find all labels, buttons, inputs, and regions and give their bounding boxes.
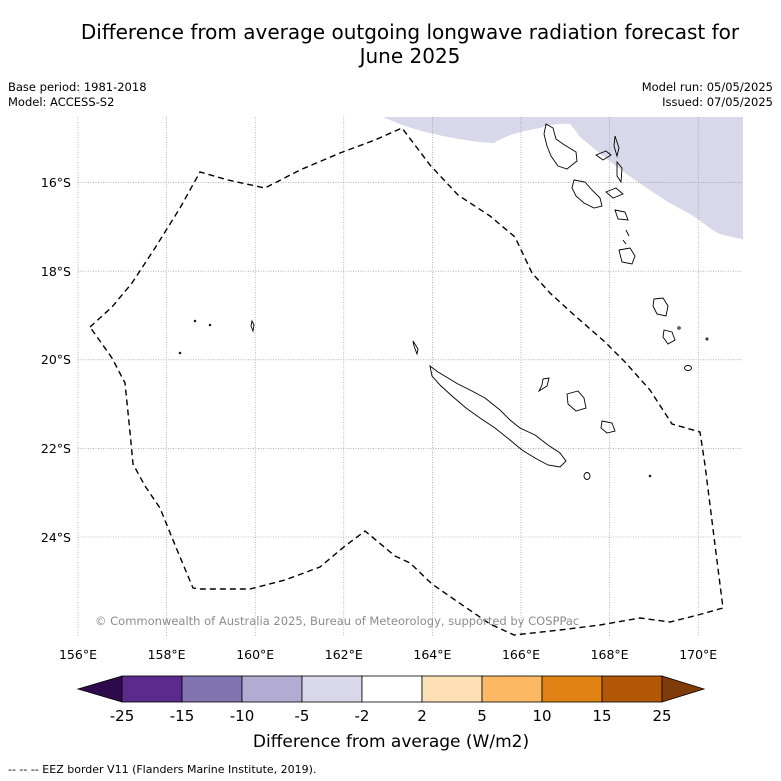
cb-tick-1: -25 <box>110 707 135 725</box>
colorbar-arrow-left <box>76 675 123 703</box>
cb-tick-8: 10 <box>532 707 551 725</box>
erromango <box>652 297 669 317</box>
chart-title: Difference from average outgoing longwav… <box>40 20 780 68</box>
colorbar-bin-5 <box>361 675 423 703</box>
aneityum <box>684 365 692 371</box>
colorbar: -25 -15 -10 -5 -2 2 5 10 15 25 Differenc… <box>76 675 706 752</box>
cb-tick-4: -5 <box>295 707 310 725</box>
x-tick-labels: 156°E 158°E 160°E 162°E 164°E 166°E 168°… <box>59 647 717 662</box>
x-tick-168: 168°E <box>591 647 629 662</box>
ambae <box>595 150 612 161</box>
reef-islet-3 <box>178 351 182 355</box>
epi <box>614 209 629 221</box>
chesterfield-reef <box>250 319 255 333</box>
colorbar-bin-3 <box>241 675 303 703</box>
y-tick-22: 22°S <box>41 441 71 456</box>
cb-tick-3: -10 <box>230 707 255 725</box>
colorbar-arrow-right <box>661 675 706 703</box>
colorbar-bin-9 <box>601 675 663 703</box>
new-caledonia-island <box>429 364 567 468</box>
y-tick-24: 24°S <box>41 530 71 545</box>
cb-tick-9: 15 <box>592 707 611 725</box>
colorbar-ticks: -25 -15 -10 -5 -2 2 5 10 15 25 <box>110 707 672 725</box>
small-islet-5 <box>648 474 652 478</box>
x-tick-160: 160°E <box>236 647 274 662</box>
colorbar-bin-7 <box>481 675 543 703</box>
efate <box>618 247 636 265</box>
small-islet-4 <box>705 337 709 341</box>
y-tick-16: 16°S <box>41 175 71 190</box>
cb-tick-5: -2 <box>355 707 370 725</box>
x-tick-162: 162°E <box>325 647 363 662</box>
meta-right: Model run: 05/05/2025 Issued: 07/05/2025 <box>642 80 773 110</box>
x-tick-158: 158°E <box>148 647 186 662</box>
issued-date: Issued: 07/05/2025 <box>662 95 773 109</box>
malekula <box>571 179 603 209</box>
x-tick-164: 164°E <box>413 647 451 662</box>
title-line-1: Difference from average outgoing longwav… <box>80 20 740 44</box>
belep-islet <box>412 340 419 356</box>
colorbar-bin-8 <box>541 675 603 703</box>
x-tick-166: 166°E <box>502 647 540 662</box>
colorbar-bin-1 <box>121 675 183 703</box>
isle-of-pines <box>583 472 591 480</box>
map-panel: © Commonwealth of Australia 2025, Bureau… <box>77 117 743 636</box>
y-tick-18: 18°S <box>41 264 71 279</box>
reef-islet-1 <box>193 319 197 323</box>
loyalty-ouvea <box>537 377 550 393</box>
colorbar-label: Difference from average (W/m2) <box>253 732 529 752</box>
small-islet-1 <box>625 229 630 237</box>
small-islet-3 <box>677 326 681 330</box>
cb-tick-2: -15 <box>170 707 195 725</box>
grid-lines <box>77 117 743 636</box>
y-tick-20: 20°S <box>41 352 71 367</box>
y-tick-labels: 16°S 18°S 20°S 22°S 24°S <box>41 175 71 545</box>
meta-left: Base period: 1981-2018 Model: ACCESS-S2 <box>8 80 147 110</box>
colorbar-bin-6 <box>421 675 483 703</box>
espiritu-santo <box>543 123 578 170</box>
pentecost <box>616 160 623 184</box>
x-tick-170: 170°E <box>679 647 717 662</box>
maewo <box>613 135 620 158</box>
model-run: Model run: 05/05/2025 <box>641 80 773 94</box>
anomaly-area <box>383 117 743 239</box>
colorbar-bin-4 <box>301 675 363 703</box>
eez-footnote: -- -- -- EEZ border V11 (Flanders Marine… <box>8 763 317 776</box>
tanna <box>662 329 676 345</box>
ambrym <box>605 187 624 199</box>
small-islet-2 <box>622 239 627 245</box>
reef-islet-2 <box>208 323 212 327</box>
title-line-2: June 2025 <box>359 44 461 68</box>
loyalty-mare <box>600 420 616 434</box>
eez-border <box>89 127 724 636</box>
x-tick-156: 156°E <box>59 647 97 662</box>
model-name: Model: ACCESS-S2 <box>8 95 115 109</box>
cb-tick-6: 2 <box>417 707 427 725</box>
colorbar-bin-2 <box>181 675 243 703</box>
loyalty-lifou <box>566 390 587 412</box>
cb-tick-10: 25 <box>652 707 671 725</box>
copyright-text: © Commonwealth of Australia 2025, Bureau… <box>95 614 579 628</box>
base-period: Base period: 1981-2018 <box>8 80 147 94</box>
cb-tick-7: 5 <box>477 707 487 725</box>
